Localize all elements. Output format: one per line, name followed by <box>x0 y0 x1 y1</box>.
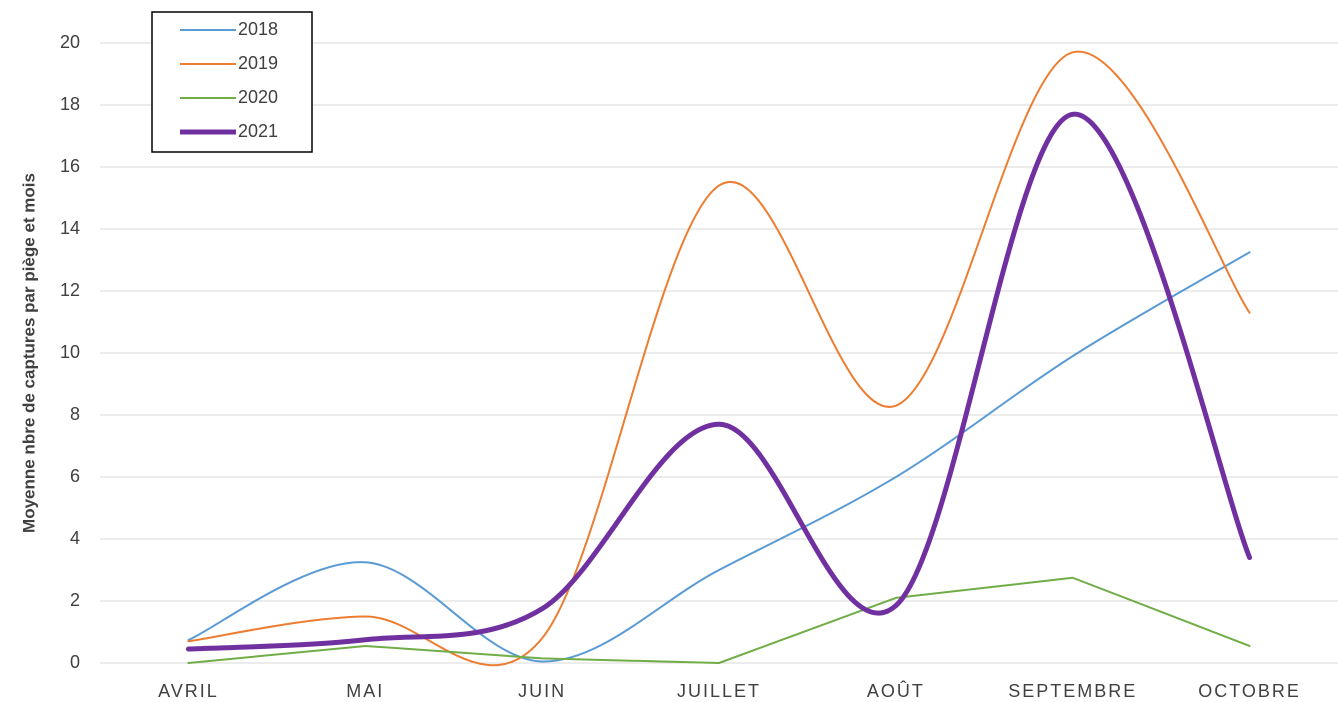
series-line <box>187 251 1251 663</box>
legend-label: 2021 <box>238 121 278 141</box>
y-tick-label: 8 <box>70 404 80 424</box>
y-tick-label: 14 <box>60 218 80 238</box>
x-tick-label: MAI <box>346 681 384 701</box>
series-line <box>187 50 1251 667</box>
legend-label: 2018 <box>238 19 278 39</box>
legend-label: 2020 <box>238 87 278 107</box>
series-line <box>185 111 1253 652</box>
y-tick-label: 10 <box>60 342 80 362</box>
x-tick-label: AOÛT <box>867 680 925 701</box>
y-tick-label: 0 <box>70 652 80 672</box>
x-tick-label: SEPTEMBRE <box>1008 681 1137 701</box>
legend-box <box>151 11 313 153</box>
y-tick-label: 18 <box>60 94 80 114</box>
y-tick-label: 20 <box>60 32 80 52</box>
x-tick-label: AVRIL <box>158 681 219 701</box>
y-axis-label: Moyenne nbre de captures par piège et mo… <box>19 173 38 533</box>
x-tick-label: JUILLET <box>677 681 761 701</box>
y-tick-label: 4 <box>70 528 80 548</box>
legend-label: 2019 <box>238 53 278 73</box>
x-tick-label: JUIN <box>518 681 566 701</box>
y-tick-label: 16 <box>60 156 80 176</box>
x-tick-label: OCTOBRE <box>1198 681 1301 701</box>
y-tick-label: 6 <box>70 466 80 486</box>
y-tick-label: 12 <box>60 280 80 300</box>
y-tick-label: 2 <box>70 590 80 610</box>
series-line <box>187 576 1251 664</box>
